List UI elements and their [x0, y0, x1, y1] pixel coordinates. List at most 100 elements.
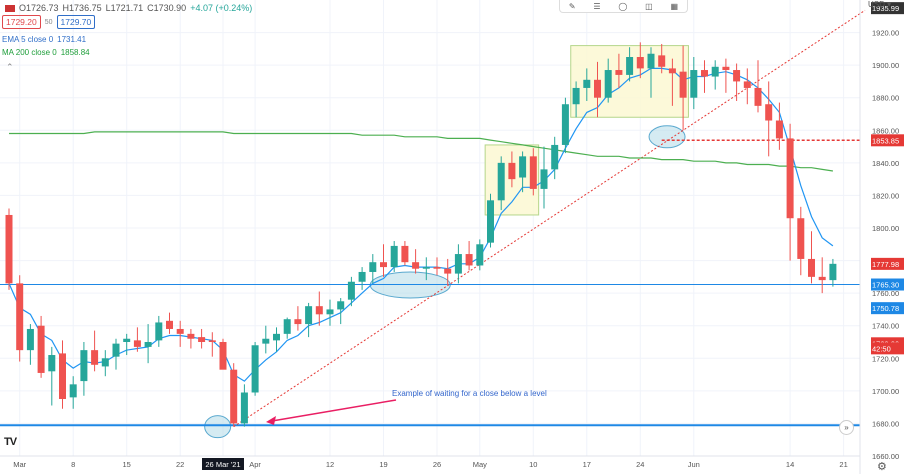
- highlight-ellipse[interactable]: [648, 125, 686, 149]
- candle[interactable]: [315, 291, 323, 326]
- candle[interactable]: [123, 333, 131, 356]
- y-tick-label: 1700.00: [872, 387, 899, 396]
- candle[interactable]: [722, 58, 730, 93]
- candle[interactable]: [433, 257, 441, 276]
- candle[interactable]: [594, 61, 601, 118]
- candle[interactable]: [818, 257, 826, 294]
- candle[interactable]: [294, 306, 302, 331]
- more-icon[interactable]: ▦: [670, 1, 679, 11]
- tradingview-logo-icon[interactable]: TV: [4, 436, 17, 448]
- candle[interactable]: [743, 68, 751, 105]
- candle[interactable]: [240, 384, 248, 427]
- lines-icon[interactable]: ☰: [593, 1, 601, 11]
- pencil-icon[interactable]: ✎: [568, 1, 576, 11]
- candle[interactable]: [5, 208, 13, 290]
- candle[interactable]: [422, 257, 430, 281]
- currency-selector[interactable]: USD ▾: [868, 0, 892, 9]
- candle[interactable]: [166, 312, 173, 334]
- candle[interactable]: [465, 241, 473, 271]
- candle[interactable]: [155, 315, 163, 347]
- candle[interactable]: [273, 327, 280, 352]
- candle[interactable]: [551, 136, 559, 180]
- shape-icon[interactable]: ◯: [618, 1, 628, 11]
- ma-legend[interactable]: MA 200 close 0 1858.84: [2, 48, 90, 57]
- candle[interactable]: [144, 324, 152, 364]
- candle[interactable]: [219, 338, 227, 370]
- candle[interactable]: [508, 151, 516, 188]
- candle-body: [743, 81, 751, 88]
- candle[interactable]: [347, 276, 355, 307]
- candle[interactable]: [133, 327, 141, 352]
- trend-line[interactable]: [233, 9, 866, 428]
- candle[interactable]: [604, 58, 612, 103]
- candle[interactable]: [626, 47, 634, 82]
- ema-legend[interactable]: EMA 5 close 0 1731.41: [2, 35, 86, 44]
- candle[interactable]: [26, 324, 34, 365]
- candle[interactable]: [454, 244, 462, 284]
- candle[interactable]: [690, 57, 698, 110]
- candle[interactable]: [658, 43, 666, 74]
- candle[interactable]: [540, 146, 548, 209]
- candle[interactable]: [390, 241, 398, 272]
- candle[interactable]: [91, 330, 99, 372]
- candle[interactable]: [476, 239, 484, 271]
- candle[interactable]: [668, 58, 676, 106]
- candle[interactable]: [369, 254, 377, 284]
- candle[interactable]: [561, 97, 569, 154]
- candle[interactable]: [797, 206, 805, 276]
- buy-price-button[interactable]: 1729.70: [56, 15, 96, 29]
- candle[interactable]: [519, 151, 527, 193]
- candle[interactable]: [337, 298, 345, 325]
- candle[interactable]: [444, 258, 452, 285]
- candle[interactable]: [16, 275, 24, 362]
- settings-gear-icon[interactable]: ⚙: [877, 461, 887, 473]
- candle[interactable]: [187, 328, 195, 349]
- candle[interactable]: [497, 156, 505, 211]
- candle[interactable]: [775, 102, 783, 150]
- candle[interactable]: [380, 244, 387, 277]
- trash-icon[interactable]: ◫: [645, 1, 653, 11]
- candle[interactable]: [326, 299, 334, 326]
- candle[interactable]: [37, 315, 45, 378]
- candle[interactable]: [401, 241, 409, 266]
- scroll-to-latest-button[interactable]: »: [839, 420, 854, 435]
- candle[interactable]: [572, 81, 580, 118]
- candle[interactable]: [59, 340, 66, 409]
- candle[interactable]: [765, 81, 773, 157]
- candle[interactable]: [198, 328, 206, 349]
- candle[interactable]: [529, 148, 537, 196]
- candle[interactable]: [808, 231, 815, 284]
- candle[interactable]: [754, 60, 762, 113]
- highlight-ellipse[interactable]: [204, 415, 232, 439]
- candle[interactable]: [262, 325, 270, 354]
- x-tick-label: 10: [529, 460, 537, 469]
- candle[interactable]: [208, 332, 216, 357]
- candle[interactable]: [176, 320, 184, 347]
- candle[interactable]: [786, 123, 794, 261]
- candle[interactable]: [679, 45, 687, 131]
- candle[interactable]: [80, 342, 88, 396]
- candle[interactable]: [647, 47, 655, 98]
- ohlc-high: H1736.75: [62, 3, 102, 13]
- candle[interactable]: [230, 363, 238, 427]
- candle[interactable]: [69, 376, 77, 409]
- candle[interactable]: [48, 346, 56, 406]
- candle[interactable]: [615, 53, 623, 88]
- candle[interactable]: [701, 60, 708, 93]
- sell-price-button[interactable]: 1729.20: [2, 15, 41, 29]
- candle[interactable]: [636, 42, 644, 79]
- candle[interactable]: [583, 68, 591, 101]
- candle[interactable]: [733, 63, 741, 101]
- candle[interactable]: [487, 193, 494, 248]
- candle[interactable]: [358, 267, 366, 290]
- candle[interactable]: [101, 350, 109, 377]
- candle[interactable]: [251, 342, 259, 396]
- candle[interactable]: [412, 249, 420, 274]
- candle[interactable]: [112, 338, 120, 370]
- candle[interactable]: [305, 302, 313, 338]
- candle[interactable]: [829, 258, 837, 287]
- collapse-legend-icon[interactable]: ⌃: [6, 62, 14, 72]
- candle[interactable]: [711, 60, 719, 90]
- candle[interactable]: [283, 317, 291, 339]
